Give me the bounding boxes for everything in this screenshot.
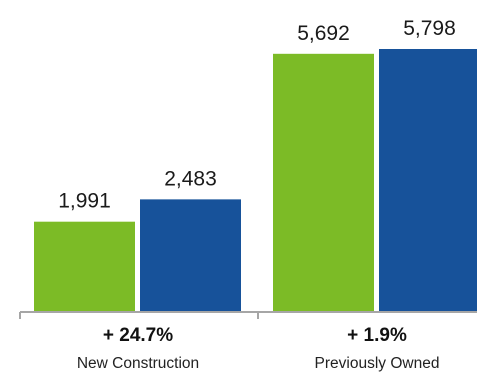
bars-group — [34, 49, 477, 313]
bar-previously-owned-a — [273, 53, 374, 313]
value-labels-group: 1,991 2,483 5,692 5,798 — [58, 17, 456, 213]
category-label-new-construction: New Construction — [77, 355, 199, 372]
value-label-new-construction-a: 1,991 — [58, 190, 111, 213]
bar-new-construction-a — [34, 221, 135, 312]
category-change-previously-owned: + 1.9% — [347, 325, 407, 346]
x-axis-ticks — [19, 312, 259, 319]
bar-new-construction-b — [140, 199, 241, 312]
category-change-new-construction: + 24.7% — [103, 325, 173, 346]
category-label-previously-owned: Previously Owned — [315, 355, 440, 372]
value-label-new-construction-b: 2,483 — [164, 167, 217, 190]
value-label-previously-owned-b: 5,798 — [403, 17, 456, 40]
bar-previously-owned-b — [379, 49, 477, 312]
value-label-previously-owned-a: 5,692 — [297, 22, 350, 45]
